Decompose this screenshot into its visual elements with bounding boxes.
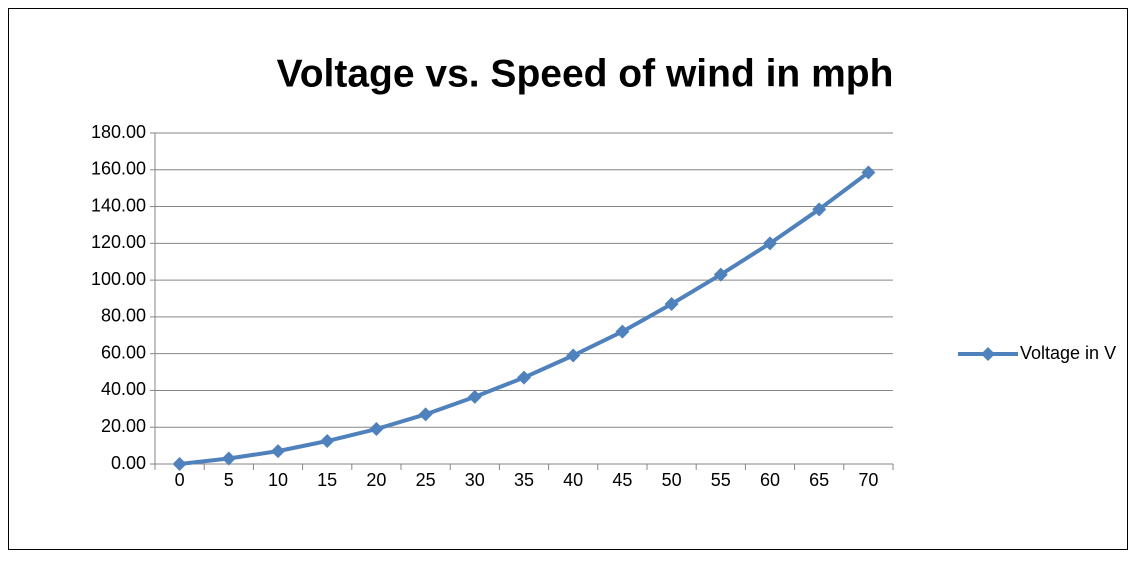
- y-tick-label: 160.00: [91, 159, 146, 179]
- data-point: [418, 407, 433, 422]
- data-point: [369, 422, 384, 437]
- x-tick-label: 35: [514, 470, 534, 490]
- y-tick-label: 60.00: [101, 342, 146, 362]
- y-tick-label: 20.00: [101, 416, 146, 436]
- legend-label: Voltage in V: [1020, 343, 1116, 363]
- data-point: [664, 297, 679, 312]
- data-point: [566, 348, 581, 363]
- legend-marker: [981, 347, 995, 361]
- x-tick-label: 70: [858, 470, 878, 490]
- chart-border: [8, 8, 1128, 550]
- x-tick-label: 15: [317, 470, 337, 490]
- x-tick-label: 60: [760, 470, 780, 490]
- data-point: [861, 165, 876, 180]
- x-tick-label: 5: [224, 470, 234, 490]
- data-point: [517, 370, 531, 385]
- data-point: [713, 267, 728, 282]
- x-tick-label: 65: [809, 470, 829, 490]
- data-point: [763, 236, 777, 251]
- y-tick-label: 0.00: [111, 453, 146, 473]
- data-point: [172, 457, 187, 471]
- chart-title: Voltage vs. Speed of wind in mph: [277, 52, 894, 95]
- y-tick-label: 120.00: [91, 232, 146, 252]
- x-tick-label: 55: [711, 470, 731, 490]
- x-tick-label: 40: [563, 470, 583, 490]
- data-point: [320, 434, 335, 449]
- x-tick-label: 30: [465, 470, 485, 490]
- data-point: [221, 451, 236, 466]
- x-tick-label: 10: [268, 470, 288, 490]
- data-point: [615, 324, 630, 339]
- x-tick-label: 50: [662, 470, 682, 490]
- y-tick-label: 140.00: [91, 195, 146, 215]
- y-tick-label: 40.00: [101, 379, 146, 399]
- y-tick-label: 80.00: [101, 306, 146, 326]
- x-tick-label: 25: [416, 470, 436, 490]
- x-tick-label: 0: [175, 470, 185, 490]
- x-tick-label: 45: [612, 470, 632, 490]
- x-tick-label: 20: [366, 470, 386, 490]
- y-tick-label: 100.00: [91, 269, 146, 289]
- data-point: [271, 444, 285, 459]
- y-tick-label: 180.00: [91, 122, 146, 142]
- data-point: [467, 389, 482, 404]
- data-point: [812, 202, 827, 217]
